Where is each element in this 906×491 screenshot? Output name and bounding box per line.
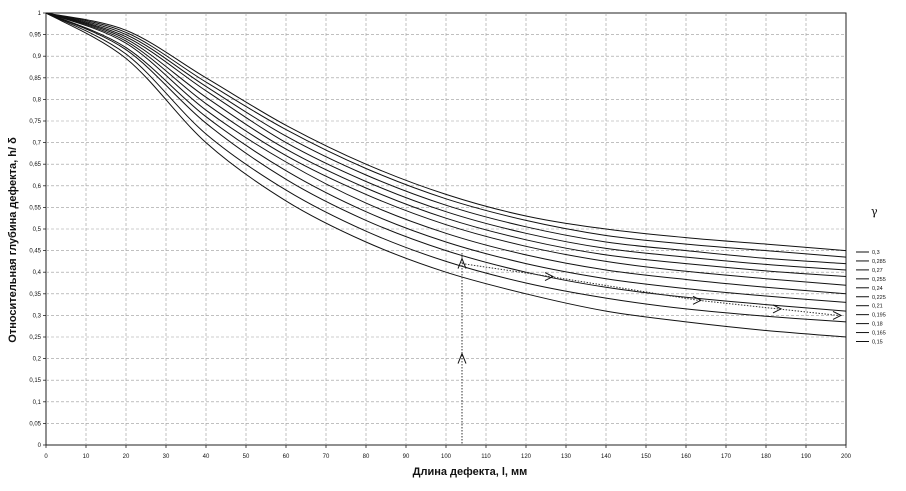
y-tick-label: 1 <box>38 11 42 17</box>
legend-entry-label: 0,195 <box>872 313 886 319</box>
y-tick-label: 0,6 <box>33 184 42 190</box>
series-line-3 <box>45 12 847 271</box>
legend-entry-label: 0,165 <box>872 331 886 337</box>
y-tick-label: 0,25 <box>29 335 41 341</box>
legend-entry-label: 0,18 <box>872 322 883 328</box>
x-tick-label: 10 <box>83 454 90 460</box>
x-tick-label: 90 <box>403 454 410 460</box>
legend-entry-label: 0,255 <box>872 277 886 283</box>
series-line-4 <box>45 12 847 277</box>
y-tick-label: 0,7 <box>33 141 42 147</box>
series-line-5 <box>45 12 847 286</box>
legend-entry-label: 0,27 <box>872 268 883 274</box>
x-tick-label: 50 <box>243 454 250 460</box>
marker-caret <box>457 257 467 269</box>
series-line-2 <box>45 12 847 265</box>
x-tick-label: 0 <box>44 454 48 460</box>
x-tick-label: 130 <box>561 454 572 460</box>
series-line-0 <box>45 12 847 252</box>
x-tick-label: 40 <box>203 454 210 460</box>
y-tick-label: 0,55 <box>29 205 41 211</box>
legend-entry-label: 0,21 <box>872 304 883 310</box>
y-tick-label: 0,2 <box>33 357 42 363</box>
y-tick-label: 0 <box>38 443 42 449</box>
x-tick-label: 70 <box>323 454 330 460</box>
y-axis-label: Относительная глубина дефекта, h/ δ <box>7 137 19 343</box>
marker-caret <box>544 272 555 281</box>
y-tick-label: 0,05 <box>29 421 41 427</box>
x-tick-label: 30 <box>163 454 170 460</box>
y-tick-label: 0,85 <box>29 76 41 82</box>
x-tick-label: 20 <box>123 454 130 460</box>
x-tick-label: 110 <box>481 454 491 460</box>
series-line-9 <box>45 12 847 323</box>
x-tick-label: 120 <box>521 454 532 460</box>
x-tick-label: 60 <box>283 454 290 460</box>
legend-entry-label: 0,225 <box>872 295 886 301</box>
y-tick-label: 0,75 <box>29 119 41 125</box>
x-tick-label: 160 <box>681 454 692 460</box>
x-tick-label: 80 <box>363 454 370 460</box>
legend-entry-label: 0,15 <box>872 340 883 346</box>
legend-entry-label: 0,3 <box>872 250 880 256</box>
y-tick-label: 0,45 <box>29 249 41 255</box>
x-tick-label: 180 <box>761 454 772 460</box>
series-line-1 <box>45 12 847 258</box>
legend-entry-label: 0,285 <box>872 259 886 265</box>
y-tick-label: 0,5 <box>33 227 42 233</box>
marker-connector-line <box>461 263 839 316</box>
series-line-10 <box>45 12 847 338</box>
marker-caret <box>772 304 783 314</box>
y-tick-label: 0,35 <box>29 292 41 298</box>
marker-caret <box>832 310 843 320</box>
y-axis-label-container: Относительная глубина дефекта, h/ δ <box>2 40 24 440</box>
series-line-8 <box>45 12 847 312</box>
legend-title: γ <box>871 205 878 218</box>
y-tick-label: 0,9 <box>33 54 42 60</box>
x-tick-label: 170 <box>721 454 732 460</box>
y-tick-label: 0,8 <box>33 97 42 103</box>
y-tick-label: 0,3 <box>33 313 42 319</box>
y-tick-label: 0,4 <box>33 270 42 276</box>
series-line-7 <box>45 12 847 303</box>
y-tick-label: 0,1 <box>33 400 42 406</box>
x-tick-label: 140 <box>601 454 612 460</box>
marker-caret <box>692 295 703 305</box>
x-tick-label: 200 <box>841 454 852 460</box>
series-line-6 <box>45 12 847 295</box>
x-axis-label: Длина дефекта, l, мм <box>412 466 528 478</box>
y-tick-label: 0,65 <box>29 162 41 168</box>
legend-entry-label: 0,24 <box>872 286 883 292</box>
y-tick-label: 0,15 <box>29 378 41 384</box>
x-tick-label: 190 <box>801 454 812 460</box>
y-tick-label: 0,95 <box>29 33 41 39</box>
marker-caret <box>457 352 467 364</box>
x-tick-label: 100 <box>441 454 452 460</box>
x-tick-label: 150 <box>641 454 652 460</box>
